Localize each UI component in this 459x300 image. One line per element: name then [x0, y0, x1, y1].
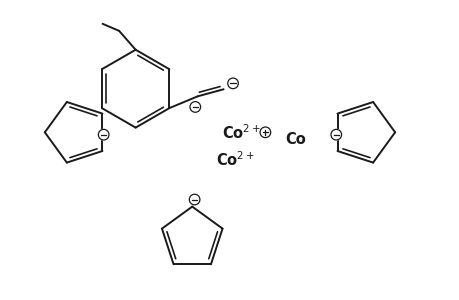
Circle shape: [259, 127, 270, 138]
Circle shape: [330, 129, 341, 140]
Circle shape: [189, 194, 200, 205]
Circle shape: [227, 78, 238, 89]
Text: Co: Co: [285, 132, 306, 147]
Circle shape: [190, 102, 200, 112]
Circle shape: [98, 129, 109, 140]
Text: Co$^{2+}$: Co$^{2+}$: [215, 150, 254, 169]
Text: Co$^{2+}$: Co$^{2+}$: [221, 123, 260, 142]
